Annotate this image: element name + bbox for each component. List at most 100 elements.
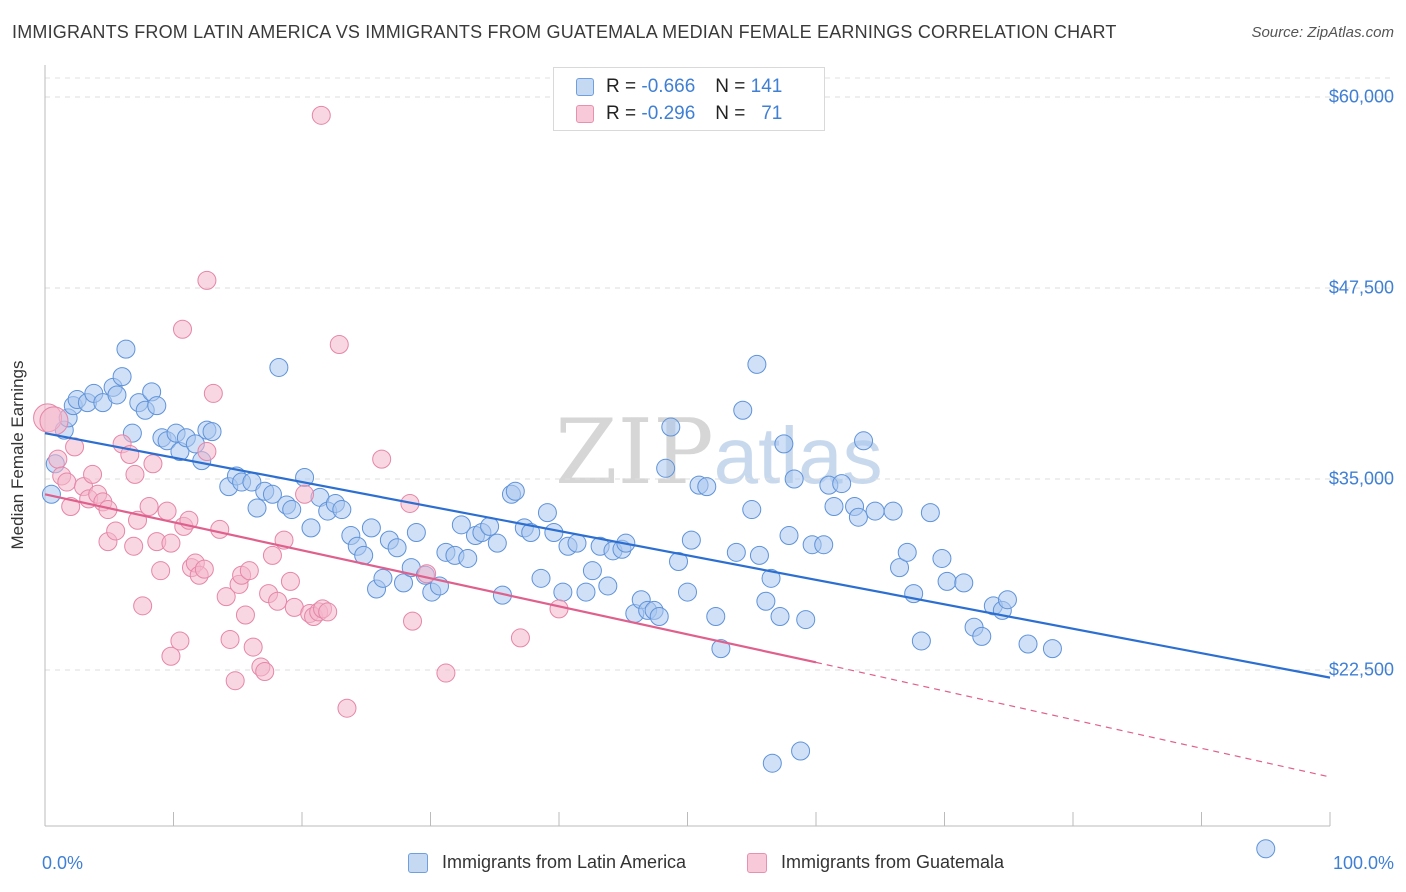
- data-point: [1042, 639, 1062, 659]
- data-point: [139, 497, 159, 517]
- data-point: [210, 519, 230, 539]
- data-point: [394, 573, 414, 593]
- data-point: [417, 564, 437, 584]
- data-point: [742, 500, 762, 520]
- chart-title: IMMIGRANTS FROM LATIN AMERICA VS IMMIGRA…: [12, 22, 1117, 42]
- series-label: Immigrants from Latin America: [442, 852, 687, 872]
- data-point: [116, 339, 136, 359]
- legend-n-value: 71: [761, 103, 783, 124]
- data-point: [749, 545, 769, 565]
- data-point: [549, 599, 569, 619]
- data-point: [239, 561, 259, 581]
- data-point: [255, 662, 275, 682]
- data-point: [372, 449, 392, 469]
- data-point: [269, 357, 289, 377]
- y-tick-label: $35,000: [1328, 468, 1394, 489]
- legend-r-label: R =: [606, 76, 637, 97]
- data-point: [361, 518, 381, 538]
- data-point: [890, 558, 910, 578]
- data-point: [295, 484, 315, 504]
- data-point: [133, 596, 153, 616]
- data-point: [865, 501, 885, 521]
- data-point: [747, 354, 767, 374]
- data-point: [779, 526, 799, 546]
- data-point: [567, 533, 587, 553]
- legend-swatch-pink: [576, 105, 594, 123]
- legend-r-value: -0.666: [641, 76, 696, 97]
- data-point: [282, 500, 302, 520]
- legend-r-label: R =: [606, 103, 637, 124]
- data-point: [531, 568, 551, 588]
- data-point: [197, 441, 217, 461]
- data-point: [329, 335, 349, 355]
- data-point: [170, 631, 190, 651]
- y-tick-label: $47,500: [1328, 277, 1394, 298]
- data-point: [143, 454, 163, 474]
- data-point: [756, 591, 776, 611]
- series-legend-latin-america: Immigrants from Latin America: [408, 852, 686, 873]
- data-point: [147, 396, 167, 416]
- data-point: [247, 498, 267, 518]
- legend-n-value: 141: [750, 76, 783, 97]
- series-legend-guatemala: Immigrants from Guatemala: [747, 852, 1004, 873]
- data-point: [854, 431, 874, 451]
- legend-n-label: N =: [715, 76, 746, 97]
- data-point: [954, 573, 974, 593]
- data-point: [451, 515, 471, 535]
- x-tick-label-min: 0.0%: [42, 853, 84, 873]
- watermark: ZIPatlas: [555, 400, 883, 505]
- data-point: [157, 501, 177, 521]
- data-point: [883, 501, 903, 521]
- data-point: [997, 590, 1017, 610]
- data-point: [770, 607, 790, 627]
- data-point: [197, 270, 217, 290]
- data-point: [172, 319, 192, 339]
- data-point: [791, 741, 811, 761]
- data-point: [41, 484, 61, 504]
- data-point: [510, 628, 530, 648]
- data-point: [403, 611, 423, 631]
- data-point: [784, 469, 804, 489]
- data-point: [458, 548, 478, 568]
- data-point: [832, 474, 852, 494]
- data-point: [553, 582, 573, 602]
- data-point: [824, 497, 844, 517]
- data-point: [203, 383, 223, 403]
- data-point: [1018, 634, 1038, 654]
- y-axis-label: Median Female Earnings: [8, 360, 27, 550]
- data-point: [582, 561, 602, 581]
- trend-line-guatemala: [44, 493, 817, 664]
- data-point: [268, 591, 288, 611]
- data-point: [387, 538, 407, 558]
- data-point: [761, 568, 781, 588]
- data-point: [544, 522, 564, 542]
- data-point: [194, 559, 214, 579]
- data-point: [697, 477, 717, 497]
- data-point: [48, 449, 68, 469]
- data-point: [762, 753, 782, 773]
- data-point: [796, 610, 816, 630]
- data-point: [318, 602, 338, 622]
- legend-n-label: N =: [715, 103, 746, 124]
- data-point: [112, 367, 132, 387]
- stats-legend: R = -0.666 N = 141 R = -0.296 N = 71: [553, 67, 825, 131]
- data-point: [937, 571, 957, 591]
- legend-r-value: -0.296: [641, 103, 696, 124]
- data-point: [262, 484, 282, 504]
- legend-row-guatemala: R = -0.296 N = 71: [576, 103, 782, 125]
- data-point: [125, 464, 145, 484]
- data-point: [598, 576, 618, 596]
- data-point: [848, 507, 868, 527]
- data-point: [814, 535, 834, 555]
- data-point: [337, 698, 357, 718]
- trend-line-guatemala-extension: [815, 661, 1331, 778]
- data-point: [505, 481, 525, 501]
- data-point: [932, 548, 952, 568]
- data-point: [681, 530, 701, 550]
- watermark-zip: ZIP: [555, 400, 714, 505]
- data-point: [436, 663, 456, 683]
- data-point: [678, 582, 697, 602]
- data-point: [280, 571, 300, 591]
- data-point: [225, 671, 245, 691]
- data-point: [649, 607, 669, 627]
